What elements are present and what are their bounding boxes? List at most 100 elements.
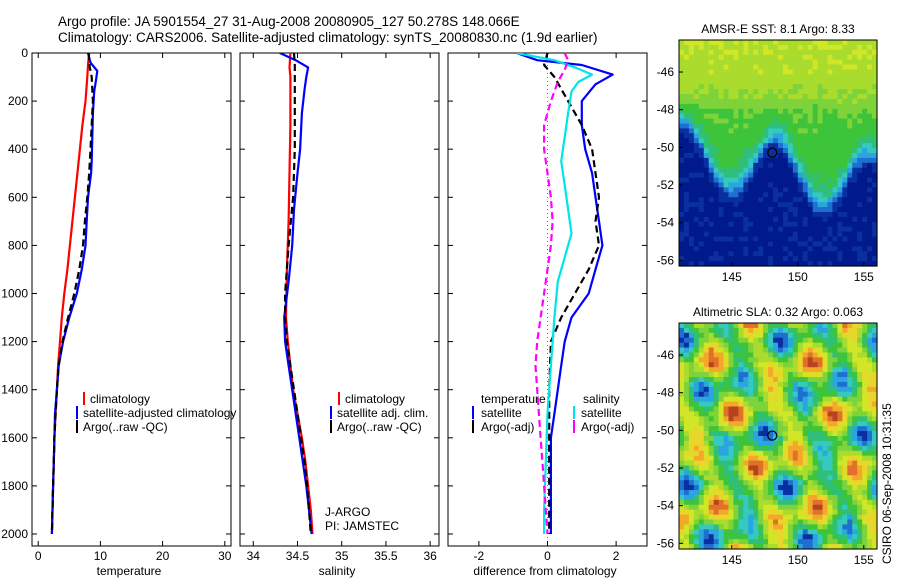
map-cell	[778, 357, 784, 363]
map-cell	[842, 509, 848, 516]
map-cell	[688, 514, 695, 521]
map-cell	[872, 470, 878, 476]
map-cell	[797, 534, 804, 540]
map-cell	[792, 128, 799, 134]
map-cell	[862, 103, 868, 110]
map-cell	[857, 381, 863, 388]
map-cell	[758, 128, 764, 134]
map-cell	[708, 509, 715, 516]
map-cell	[718, 529, 725, 535]
map-cell	[703, 499, 710, 506]
map-cell	[703, 69, 710, 75]
map-cell	[733, 381, 739, 388]
map-cell	[748, 381, 754, 388]
map-cell	[738, 98, 744, 105]
map-cell	[763, 49, 769, 56]
map-cell	[797, 509, 804, 516]
map-cell	[758, 89, 764, 95]
map-cell	[728, 113, 735, 120]
map-cell	[693, 534, 700, 540]
map-cell	[763, 157, 769, 164]
map-cell	[832, 103, 838, 110]
map-cell	[698, 347, 705, 354]
map-cell	[857, 241, 863, 247]
map-cell	[679, 59, 685, 66]
map-cell	[758, 426, 764, 432]
map-cell	[802, 401, 809, 408]
map-cell	[748, 113, 754, 120]
map-cell	[812, 226, 819, 233]
map-cell	[782, 534, 789, 540]
map-cell	[862, 108, 868, 115]
map-cell	[708, 475, 715, 481]
map-cell	[758, 148, 764, 154]
map-cell	[782, 362, 789, 368]
map-cell	[802, 514, 809, 521]
map-cell	[703, 352, 710, 358]
map-cell	[773, 192, 779, 198]
map-cell	[812, 386, 819, 393]
map-cell	[792, 337, 799, 344]
map-cell	[837, 123, 843, 130]
map-cell	[688, 98, 695, 105]
map-cell	[817, 431, 824, 437]
map-cell	[778, 98, 784, 105]
map-cell	[837, 221, 843, 228]
map-cell	[728, 54, 735, 61]
map-cell	[827, 455, 834, 462]
map-cell	[693, 197, 700, 203]
map-cell	[802, 207, 809, 213]
map-cell	[768, 337, 774, 344]
y-tick-label: -48	[657, 103, 675, 117]
map-cell	[753, 480, 759, 486]
map-cell	[693, 226, 700, 233]
map-cell	[723, 153, 730, 159]
map-cell	[748, 396, 754, 403]
map-cell	[862, 475, 868, 481]
map-cell	[827, 49, 834, 56]
map-cell	[852, 162, 858, 169]
map-cell	[862, 494, 868, 501]
map-cell	[827, 499, 834, 506]
map-cell	[738, 475, 744, 481]
map-cell	[827, 347, 834, 354]
map-cell	[807, 59, 814, 66]
map-cell	[743, 480, 749, 486]
map-cell	[817, 231, 824, 238]
y-tick-label: 1800	[1, 479, 28, 493]
map-cell	[688, 113, 695, 120]
map-cell	[847, 172, 853, 179]
map-cell	[827, 211, 834, 218]
map-cell	[872, 236, 878, 243]
map-cell	[723, 455, 730, 462]
map-cell	[708, 544, 715, 550]
map-cell	[688, 138, 695, 144]
map-cell	[718, 162, 725, 169]
map-cell	[847, 440, 853, 447]
map-cell	[852, 401, 858, 408]
map-cell	[743, 539, 749, 545]
map-cell	[792, 440, 799, 447]
map-cell	[688, 386, 695, 393]
map-cell	[753, 79, 759, 85]
map-cell	[802, 450, 809, 457]
map-cell	[679, 44, 685, 51]
map-cell	[822, 182, 829, 188]
map-cell	[852, 544, 858, 550]
series-line-argo-raw-qc-	[284, 53, 312, 535]
map-cell	[797, 192, 804, 198]
map-cell	[738, 332, 744, 339]
map-cell	[733, 94, 739, 100]
map-cell	[857, 445, 863, 452]
map-cell	[738, 524, 744, 530]
map-cell	[847, 187, 853, 193]
map-cell	[758, 460, 764, 467]
map-cell	[743, 103, 749, 110]
map-cell	[753, 256, 759, 262]
map-cell	[862, 231, 868, 238]
map-cell	[822, 485, 829, 491]
map-cell	[787, 79, 794, 85]
map-cell	[758, 372, 764, 378]
x-tick-label: 34.5	[286, 549, 310, 563]
map-cell	[733, 465, 739, 471]
